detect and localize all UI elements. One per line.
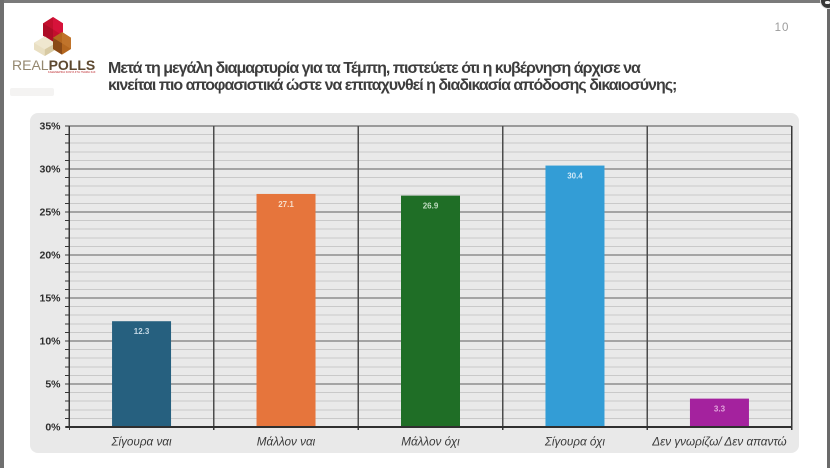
svg-text:Μάλλον όχι: Μάλλον όχι bbox=[401, 436, 460, 449]
svg-text:26.9: 26.9 bbox=[423, 202, 439, 211]
svg-text:15%: 15% bbox=[39, 293, 61, 305]
svg-text:35%: 35% bbox=[39, 121, 61, 133]
svg-text:Δεν γνωρίζω/ Δεν απαντώ: Δεν γνωρίζω/ Δεν απαντώ bbox=[651, 436, 786, 449]
svg-text:Σίγουρα όχι: Σίγουρα όχι bbox=[544, 436, 606, 449]
svg-text:25%: 25% bbox=[39, 207, 61, 219]
svg-text:20%: 20% bbox=[39, 250, 61, 262]
svg-text:10%: 10% bbox=[39, 336, 61, 348]
svg-text:30.4: 30.4 bbox=[567, 172, 583, 181]
svg-text:Μάλλον ναι: Μάλλον ναι bbox=[257, 436, 316, 449]
svg-text:30%: 30% bbox=[39, 164, 61, 176]
svg-text:3.3: 3.3 bbox=[714, 405, 726, 414]
svg-text:5%: 5% bbox=[45, 379, 61, 391]
svg-text:12.3: 12.3 bbox=[134, 327, 150, 336]
svg-text:Σίγουρα ναι: Σίγουρα ναι bbox=[110, 436, 171, 449]
svg-text:27.1: 27.1 bbox=[278, 200, 294, 209]
svg-text:0%: 0% bbox=[45, 422, 61, 434]
